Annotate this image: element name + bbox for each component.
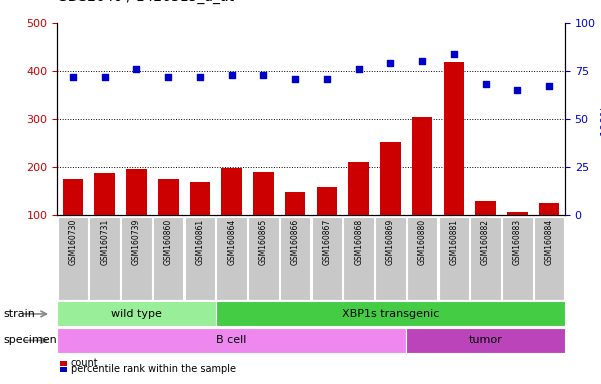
Point — [290, 76, 300, 82]
Point — [163, 74, 173, 80]
Text: tumor: tumor — [469, 335, 502, 346]
Bar — [94, 173, 115, 215]
Point — [386, 60, 395, 66]
Text: count: count — [71, 358, 99, 368]
Text: specimen: specimen — [3, 335, 56, 346]
Text: GSM160884: GSM160884 — [545, 219, 554, 265]
Point — [513, 87, 522, 93]
Text: wild type: wild type — [111, 309, 162, 319]
Bar — [380, 142, 401, 215]
Text: GDS2640 / 1426315_a_at: GDS2640 / 1426315_a_at — [57, 0, 234, 4]
Point — [417, 58, 427, 65]
Bar — [63, 179, 84, 215]
Text: GSM160739: GSM160739 — [132, 219, 141, 265]
Text: GSM160731: GSM160731 — [100, 219, 109, 265]
Bar — [189, 182, 210, 215]
Point — [481, 81, 490, 88]
Text: B cell: B cell — [216, 335, 247, 346]
Point — [354, 66, 364, 72]
Text: percentile rank within the sample: percentile rank within the sample — [71, 364, 236, 374]
Bar — [158, 179, 178, 215]
Text: GSM160864: GSM160864 — [227, 219, 236, 265]
Bar — [126, 169, 147, 215]
Bar — [538, 203, 560, 215]
Bar — [412, 117, 433, 215]
Point — [195, 74, 205, 80]
Point — [100, 74, 109, 80]
Point — [132, 66, 141, 72]
Text: GSM160868: GSM160868 — [354, 219, 363, 265]
Bar — [475, 200, 496, 215]
Text: GSM160883: GSM160883 — [513, 219, 522, 265]
Text: GSM160869: GSM160869 — [386, 219, 395, 265]
Text: GSM160867: GSM160867 — [322, 219, 331, 265]
Point — [258, 72, 268, 78]
Text: GSM160865: GSM160865 — [259, 219, 268, 265]
Bar — [253, 172, 273, 215]
Bar — [444, 62, 464, 215]
Text: GSM160866: GSM160866 — [291, 219, 300, 265]
Text: GSM160880: GSM160880 — [418, 219, 427, 265]
Point — [545, 83, 554, 89]
Bar — [285, 192, 305, 215]
Bar — [349, 162, 369, 215]
Point — [227, 72, 236, 78]
Text: strain: strain — [3, 309, 35, 319]
Text: GSM160861: GSM160861 — [195, 219, 204, 265]
Text: GSM160730: GSM160730 — [69, 219, 78, 265]
Y-axis label: 100%: 100% — [600, 103, 601, 135]
Bar — [221, 168, 242, 215]
Text: XBP1s transgenic: XBP1s transgenic — [342, 309, 439, 319]
Text: GSM160882: GSM160882 — [481, 219, 490, 265]
Text: GSM160881: GSM160881 — [450, 219, 459, 265]
Point — [449, 51, 459, 57]
Text: GSM160860: GSM160860 — [163, 219, 172, 265]
Point — [322, 76, 332, 82]
Bar — [317, 187, 337, 215]
Bar — [507, 212, 528, 215]
Point — [68, 74, 78, 80]
